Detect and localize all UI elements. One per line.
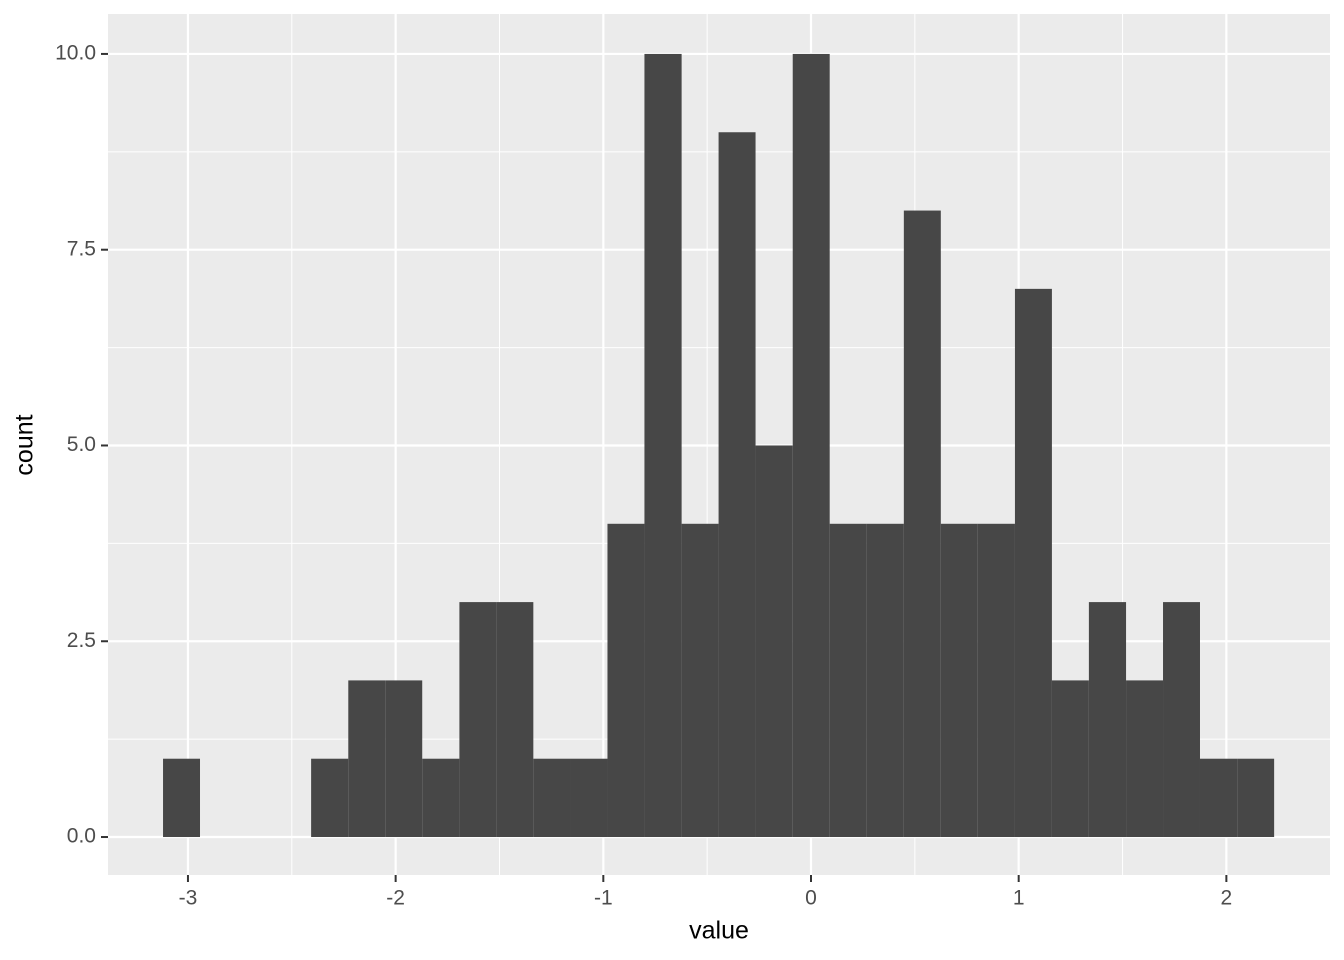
- x-tick-label: 2: [1221, 887, 1233, 910]
- x-tick-label: -2: [386, 887, 405, 910]
- bar: [348, 680, 386, 838]
- bar: [385, 680, 423, 838]
- bar: [459, 602, 497, 838]
- bar: [940, 523, 978, 838]
- bar: [792, 53, 830, 838]
- bar: [681, 523, 719, 838]
- bar: [163, 758, 201, 838]
- y-tick-label: 2.5: [67, 629, 96, 652]
- bar: [1088, 602, 1127, 838]
- y-tick-label: 0.0: [67, 825, 96, 848]
- y-tick-label: 7.5: [67, 237, 96, 260]
- bar: [903, 210, 941, 838]
- bars: [163, 53, 1275, 838]
- bar: [829, 523, 867, 838]
- y-tick-label: 10.0: [55, 41, 96, 64]
- bar: [422, 758, 460, 838]
- bar: [1199, 758, 1238, 838]
- bar: [311, 758, 349, 838]
- axes: -3 -2 -1 0 1 2 0.0 2.5 5.0 7.5 10.0: [55, 41, 1232, 909]
- bar: [570, 758, 608, 838]
- bar: [496, 602, 534, 838]
- x-tick-label: -3: [179, 887, 198, 910]
- bar: [644, 53, 682, 838]
- y-axis-title: count: [11, 414, 39, 475]
- bar: [718, 132, 756, 838]
- bar: [1163, 602, 1200, 838]
- bar: [866, 523, 904, 838]
- bar: [1051, 680, 1089, 838]
- bar: [1126, 680, 1164, 838]
- x-tick-label: 0: [805, 887, 817, 910]
- bar: [607, 523, 645, 838]
- bar: [977, 523, 1015, 838]
- x-tick-label: -1: [594, 887, 613, 910]
- bar: [533, 758, 571, 838]
- bar: [755, 445, 793, 838]
- x-axis-title: value: [689, 917, 749, 945]
- x-tick-label: 1: [1013, 887, 1025, 910]
- bar: [1014, 288, 1052, 838]
- bar: [1237, 758, 1275, 838]
- y-tick-label: 5.0: [67, 433, 96, 456]
